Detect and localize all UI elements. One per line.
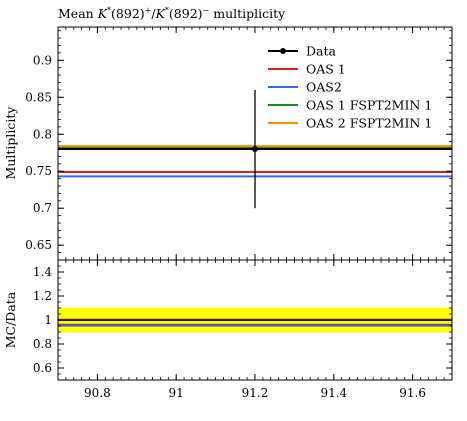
ratio-y-tick-label: 1.2 <box>33 289 52 303</box>
title-mid2: (892) <box>169 6 203 21</box>
ratio-y-tick-label: 1 <box>44 313 52 327</box>
main-y-tick-label: 0.8 <box>33 127 52 141</box>
x-tick-label: 91.6 <box>399 386 426 400</box>
main-panel: 0.65 0.7 0.75 0.8 0.85 0.9 Multiplicity <box>3 26 453 261</box>
x-tick-label: 91 <box>169 386 184 400</box>
ratio-x-ticks: 90.8 91 91.2 91.4 91.6 <box>65 260 445 400</box>
legend-label: OAS 2 FSPT2MIN 1 <box>306 116 432 131</box>
main-y-ticks: 0.65 0.7 0.75 0.8 0.85 0.9 <box>25 30 452 254</box>
legend-label: OAS 1 <box>306 62 346 77</box>
legend-label-data: Data <box>306 44 336 59</box>
x-tick-label: 90.8 <box>84 386 111 400</box>
ratio-y-ticks: 0.6 0.8 1 1.2 1.4 <box>33 265 452 375</box>
chart-title: Mean K*(892)+/K*(892)− multiplicity <box>58 6 286 21</box>
main-y-tick-label: 0.9 <box>33 53 52 67</box>
main-data-layer <box>58 89 452 209</box>
legend: Data OAS 1 OAS2 OAS 1 FSPT2MIN 1 OAS 2 FSPT2… <box>268 44 432 131</box>
title-sup2: + <box>145 6 152 15</box>
main-y-tick-label: 0.7 <box>33 201 52 215</box>
x-tick-label: 91.4 <box>320 386 347 400</box>
main-x-ticks <box>65 27 445 260</box>
title-slash: / <box>151 6 156 21</box>
title-sup4: − <box>203 6 210 15</box>
title-pre: Mean <box>58 6 98 21</box>
title-k2: K <box>155 6 166 21</box>
legend-marker-data <box>280 48 286 54</box>
ratio-y-tick-label: 0.6 <box>33 361 52 375</box>
data-point <box>252 146 258 153</box>
main-y-axis-label: Multiplicity <box>3 106 18 180</box>
ratio-y-tick-label: 0.8 <box>33 337 52 351</box>
title-mid1: (892) <box>111 6 145 21</box>
ratio-series-layer <box>58 318 452 327</box>
title-post: multiplicity <box>209 6 286 21</box>
legend-label: OAS 1 FSPT2MIN 1 <box>306 98 432 113</box>
ratio-y-axis-label: MC/Data <box>3 291 18 348</box>
legend-label: OAS2 <box>306 80 342 95</box>
title-sup3: * <box>165 6 169 15</box>
main-y-tick-label: 0.85 <box>25 90 52 104</box>
ratio-panel: 0.6 0.8 1 1.2 1.4 90.8 91 91.2 91.4 91.6 MC/Data <box>3 259 453 400</box>
x-tick-label: 91.2 <box>242 386 269 400</box>
title-k1: K <box>97 6 108 21</box>
title-sup1: * <box>107 6 111 15</box>
main-y-tick-label: 0.65 <box>25 238 52 252</box>
main-y-tick-label: 0.75 <box>25 164 52 178</box>
ratio-y-tick-label: 1.4 <box>33 265 52 279</box>
